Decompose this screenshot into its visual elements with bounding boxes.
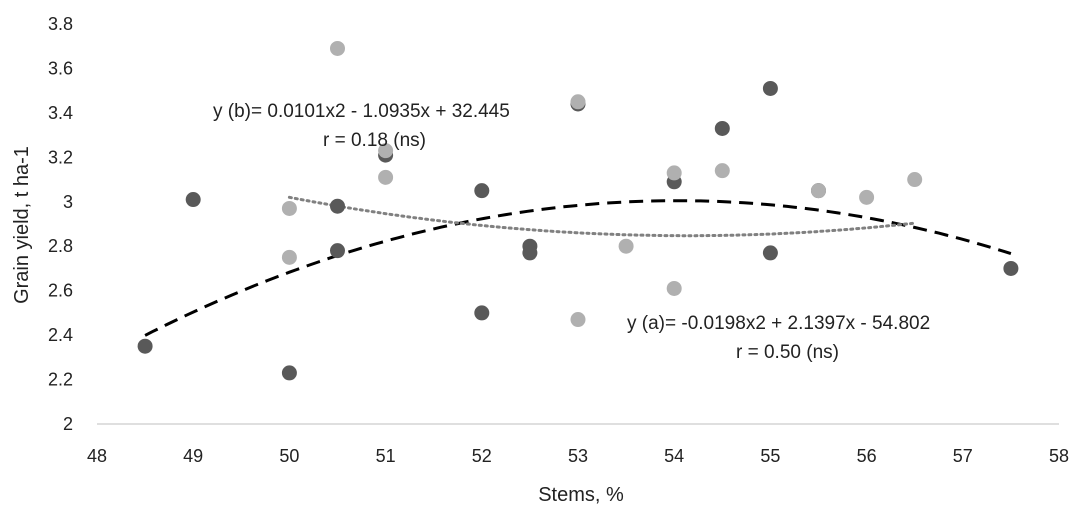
x-tick-label: 54: [664, 446, 684, 466]
x-tick-label: 55: [760, 446, 780, 466]
data-point-a: [522, 245, 538, 261]
data-point-a: [474, 305, 490, 321]
y-axis-title: Grain yield, t ha-1: [11, 146, 33, 304]
x-tick-label: 51: [376, 446, 396, 466]
trendline-b: [287, 195, 917, 238]
y-tick-label: 2.6: [48, 281, 73, 301]
trendline-a: [144, 199, 1012, 337]
data-point-a: [330, 243, 345, 259]
data-point-b: [281, 200, 297, 216]
data-point-b: [330, 40, 345, 56]
data-point-a: [185, 192, 201, 208]
data-point-b: [570, 312, 586, 328]
y-tick-label: 2.8: [48, 236, 73, 256]
r-b-label: r = 0.18 (ns): [323, 130, 426, 151]
x-tick-label: 57: [953, 446, 973, 466]
data-point-a: [1003, 260, 1019, 276]
y-tick-labels: 2 2.2 2.4 2.6 2.8 3 3.2 3.4 3.6 3.8: [48, 14, 73, 434]
data-point-b: [666, 280, 682, 296]
data-point-b: [378, 143, 394, 159]
data-point-b: [666, 165, 682, 181]
data-point-a: [281, 365, 297, 381]
data-point-b: [907, 172, 923, 188]
r-a-label: r = 0.50 (ns): [736, 342, 839, 363]
data-point-b: [714, 163, 730, 179]
trendlines: [144, 195, 1012, 337]
data-point-a: [762, 80, 778, 96]
y-tick-label: 3.2: [48, 147, 73, 167]
x-tick-label: 58: [1049, 446, 1069, 466]
x-tick-label: 53: [568, 446, 588, 466]
y-tick-label: 2: [63, 414, 73, 434]
x-tick-label: 56: [857, 446, 877, 466]
y-tick-label: 3.6: [48, 58, 73, 78]
y-tick-label: 2.4: [48, 325, 73, 345]
data-point-b: [570, 94, 586, 110]
y-tick-label: 3.8: [48, 14, 73, 34]
x-tick-label: 52: [472, 446, 492, 466]
y-tick-label: 3: [63, 192, 73, 212]
equation-a-label: y (a)= -0.0198x2 + 2.1397x - 54.802: [627, 313, 930, 334]
x-tick-label: 49: [183, 446, 203, 466]
data-point-b: [281, 249, 297, 265]
data-point-b: [618, 238, 634, 254]
data-point-a: [137, 338, 153, 354]
data-point-b: [859, 189, 875, 205]
equation-b-label: y (b)= 0.0101x2 - 1.0935x + 32.445: [213, 101, 510, 122]
data-point-a: [762, 245, 778, 261]
data-point-a: [330, 198, 345, 214]
x-tick-label: 50: [279, 446, 299, 466]
y-tick-label: 2.2: [48, 370, 73, 390]
data-point-b: [378, 169, 394, 185]
x-axis-title: Stems, %: [538, 484, 624, 506]
data-point-a: [714, 120, 730, 136]
data-point-b: [811, 183, 826, 199]
y-tick-label: 3.4: [48, 103, 73, 123]
x-tick-labels: 48 49 50 51 52 53 54 55 56 57 58: [87, 446, 1069, 466]
data-point-a: [474, 183, 490, 199]
data-points: [137, 40, 1019, 381]
x-tick-label: 48: [87, 446, 107, 466]
